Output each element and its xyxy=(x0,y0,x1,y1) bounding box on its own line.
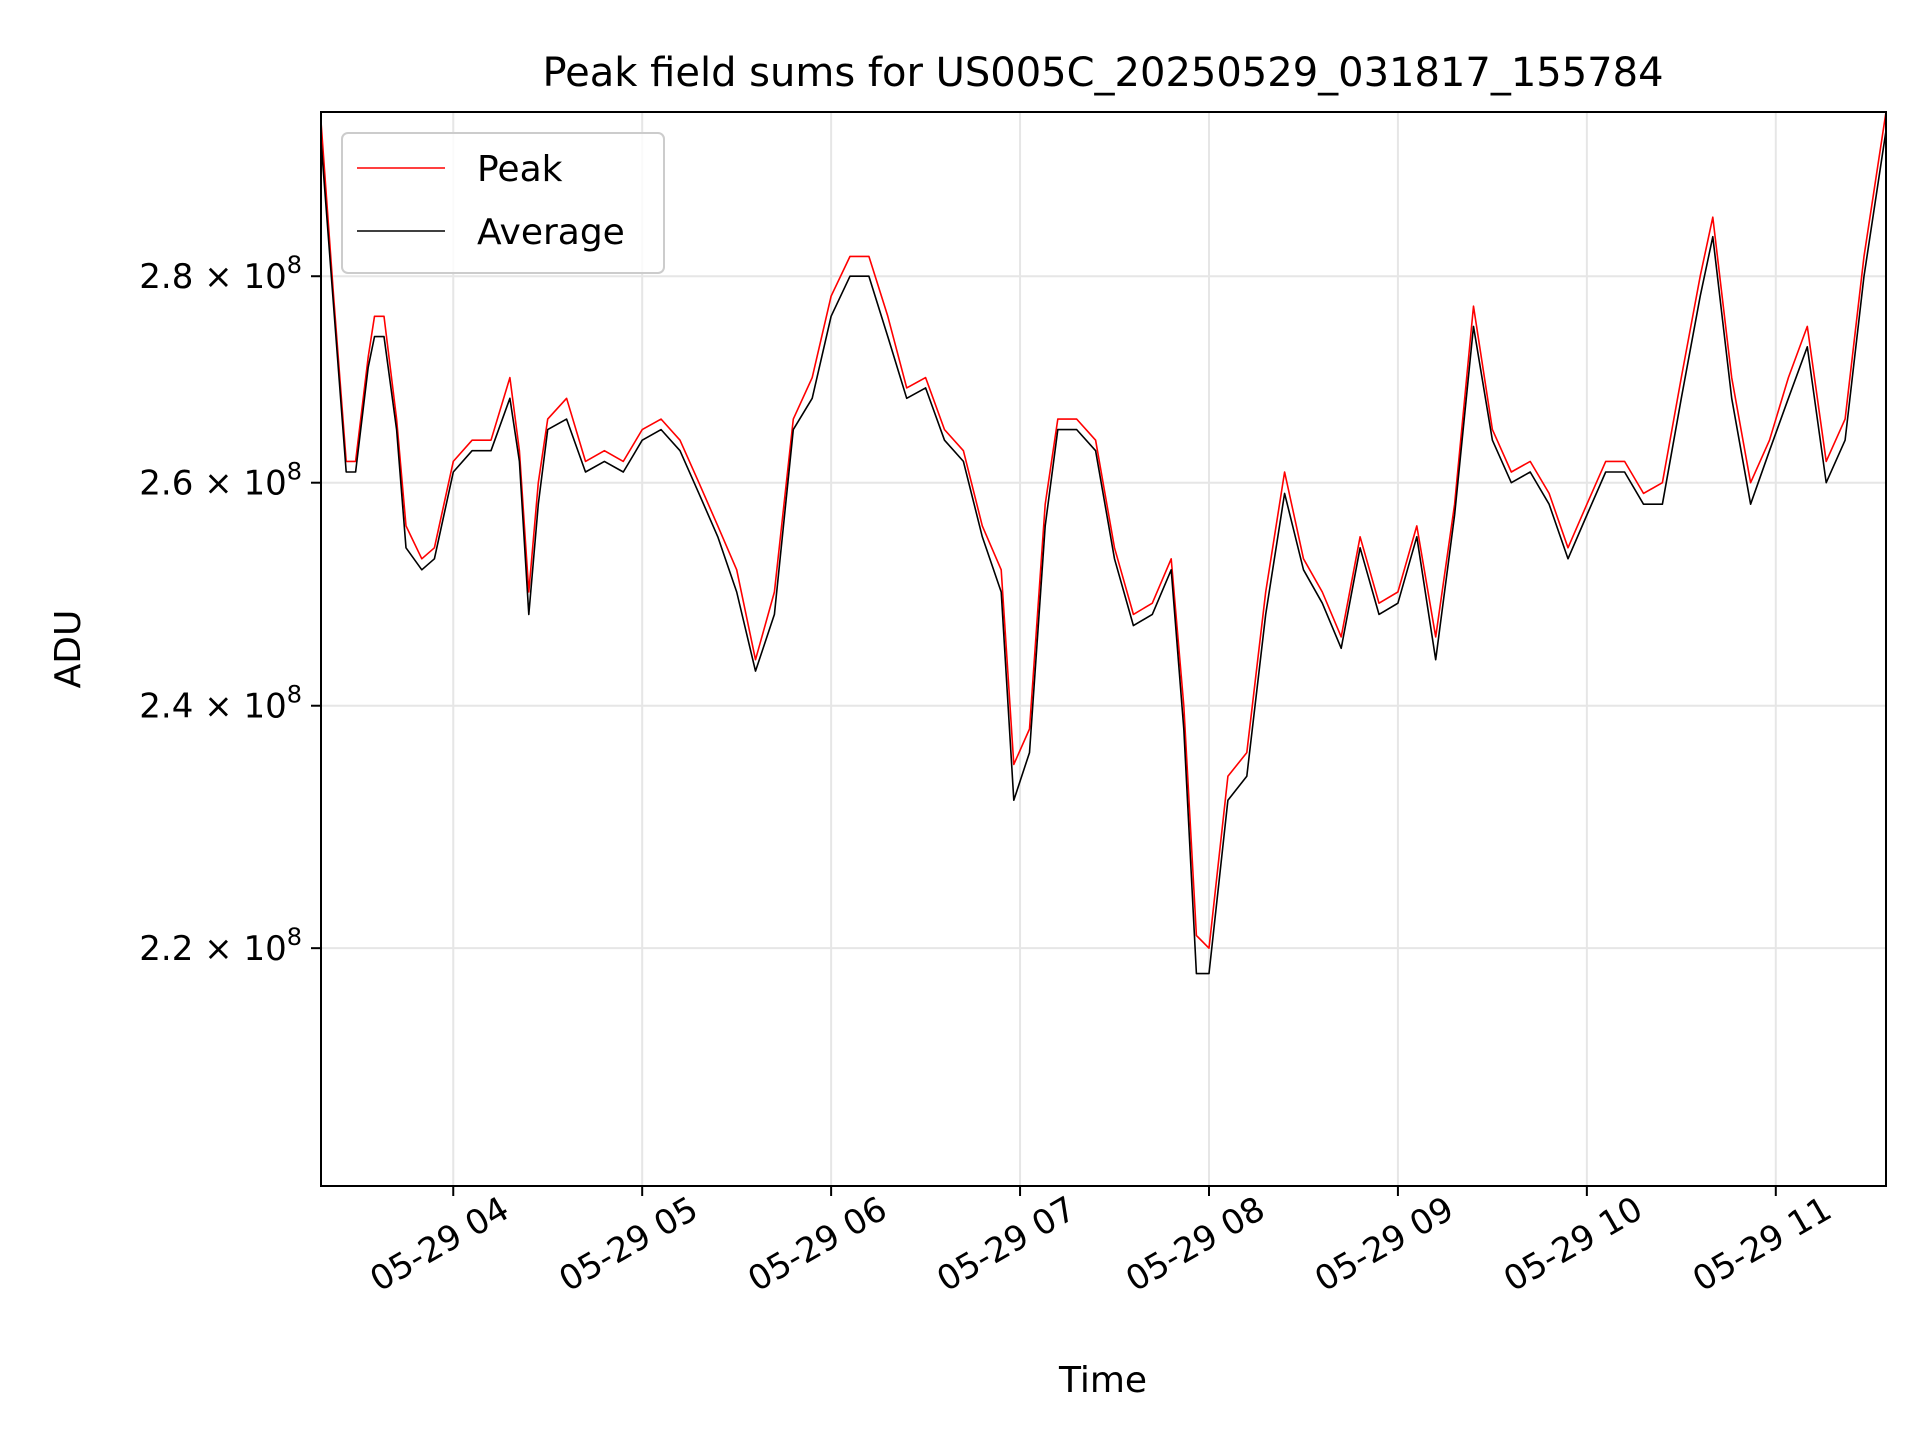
y-tick-label: 2.6 × 108 xyxy=(139,458,302,504)
y-tick-label: 2.4 × 108 xyxy=(139,681,302,727)
chart-title: Peak field sums for US005C_20250529_0318… xyxy=(542,50,1663,96)
y-tick-label: 2.2 × 108 xyxy=(139,923,302,969)
series-layer xyxy=(321,112,1886,975)
plot-frame xyxy=(320,111,1887,1187)
legend: Peak Average xyxy=(341,132,665,274)
legend-label-peak: Peak xyxy=(477,149,563,190)
legend-label-average: Average xyxy=(477,212,625,253)
x-axis-label: Time xyxy=(1058,1360,1147,1401)
y-tick-label: 2.8 × 108 xyxy=(139,251,302,297)
y-axis-label: ADU xyxy=(48,610,89,689)
series-line-average xyxy=(321,130,1886,975)
